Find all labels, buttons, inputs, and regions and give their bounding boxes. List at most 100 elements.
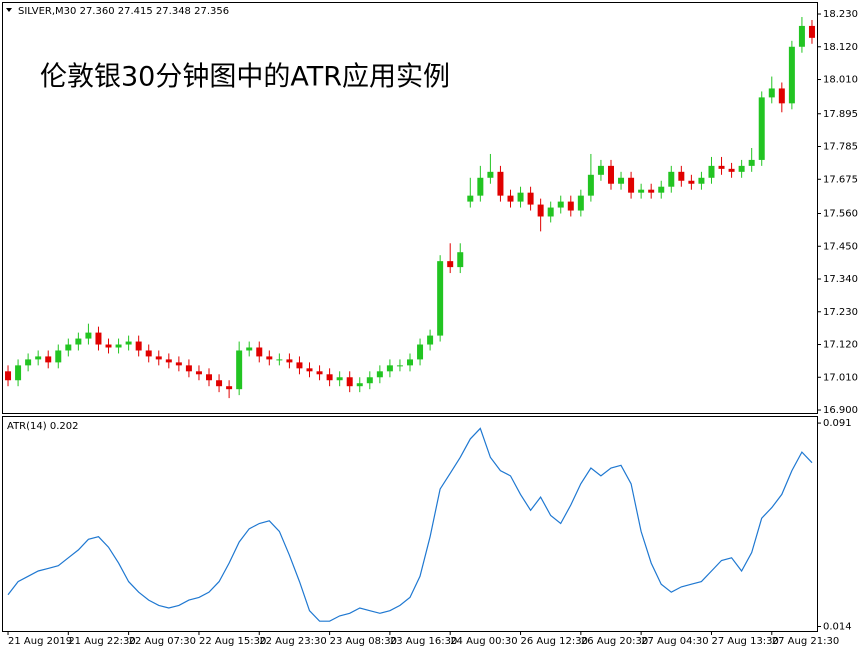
- candle-body: [698, 177, 705, 184]
- candle-body: [638, 189, 645, 193]
- x-tick-label: 22 Aug 23:30: [259, 636, 326, 647]
- candle-body: [346, 377, 353, 387]
- candle-body: [45, 356, 52, 363]
- candle-body: [577, 195, 584, 211]
- candle-body: [396, 365, 403, 367]
- x-tick-label: 27 Aug 04:30: [641, 636, 708, 647]
- y-tick-label: 17.895: [823, 109, 858, 120]
- candle-body: [246, 347, 253, 351]
- y-tick-label: 0.091: [823, 418, 852, 429]
- candle-body: [216, 380, 223, 387]
- candle-body: [145, 350, 152, 357]
- candle-body: [648, 189, 655, 193]
- candle-body: [618, 177, 625, 184]
- candle-body: [798, 25, 805, 47]
- candle-body: [728, 168, 735, 172]
- candle-body: [808, 25, 815, 38]
- y-tick-label: 17.340: [823, 274, 858, 285]
- atr-pane: [2, 416, 818, 632]
- chart-title: 伦敦银30分钟图中的ATR应用实例: [40, 62, 450, 93]
- y-tick-label: 17.785: [823, 142, 858, 153]
- y-tick-label: 17.010: [823, 372, 858, 383]
- candle-body: [597, 165, 604, 175]
- candle-body: [65, 344, 72, 351]
- price-pane: [2, 2, 818, 414]
- candle-body: [517, 192, 524, 202]
- x-tick-label: 22 Aug 15:30: [199, 636, 266, 647]
- candle-body: [457, 252, 464, 268]
- x-tick-label: 21 Aug 2019: [8, 636, 72, 647]
- candle-body: [336, 377, 343, 381]
- y-tick-label: 17.560: [823, 209, 858, 220]
- menu-arrow: [6, 8, 12, 12]
- x-tick-label: 27 Aug 21:30: [772, 636, 839, 647]
- candle-body: [85, 332, 92, 339]
- candle-body: [256, 347, 263, 357]
- candle-body: [316, 371, 323, 375]
- candle-body: [467, 195, 474, 202]
- candle-body: [306, 368, 313, 372]
- candle-body: [55, 350, 62, 363]
- y-tick-label: 18.230: [823, 9, 858, 20]
- candle-body: [778, 88, 785, 104]
- candle-body: [326, 374, 333, 381]
- y-tick-label: 17.230: [823, 307, 858, 318]
- candle-body: [105, 344, 112, 348]
- symbol-header: SILVER,M30 27.360 27.415 27.348 27.356: [18, 6, 229, 17]
- candle-body: [507, 195, 514, 202]
- candle-body: [477, 177, 484, 196]
- candle-body: [407, 359, 413, 366]
- candle-body: [175, 362, 182, 366]
- candle-body: [527, 192, 534, 205]
- candle-body: [688, 180, 695, 184]
- candle-body: [748, 159, 755, 166]
- candle-body: [487, 171, 494, 178]
- candle-body: [537, 204, 544, 217]
- candle-body: [768, 88, 775, 98]
- candle-body: [185, 365, 192, 372]
- candle-body: [276, 359, 283, 361]
- candle-body: [788, 46, 795, 104]
- candle-body: [417, 344, 424, 360]
- candle-body: [115, 344, 122, 348]
- x-tick-label: 23 Aug 16:30: [390, 636, 457, 647]
- candle-body: [95, 332, 102, 345]
- candle-body: [195, 371, 202, 375]
- candle-body: [75, 338, 82, 345]
- candle-body: [206, 374, 213, 381]
- candle-body: [226, 386, 233, 390]
- candle-body: [266, 356, 273, 360]
- candle-body: [135, 341, 142, 351]
- y-tick-label: 18.120: [823, 42, 858, 53]
- x-tick-label: 21 Aug 22:30: [68, 636, 135, 647]
- candle-body: [286, 359, 293, 363]
- candle-body: [236, 350, 243, 390]
- candle-body: [165, 359, 172, 363]
- candle-body: [15, 365, 22, 381]
- candle-body: [607, 165, 614, 184]
- candle-body: [35, 356, 42, 360]
- candle-body: [5, 371, 12, 381]
- candle-body: [447, 261, 454, 268]
- candle-body: [567, 201, 574, 211]
- candle-body: [386, 365, 393, 372]
- x-tick-label: 26 Aug 20:30: [581, 636, 648, 647]
- x-tick-label: 24 Aug 00:30: [450, 636, 517, 647]
- candle-body: [557, 201, 564, 208]
- y-tick-label: 0.014: [823, 622, 852, 633]
- candle-body: [738, 165, 745, 172]
- candle-body: [668, 171, 675, 187]
- candle-body: [376, 371, 383, 378]
- candle-body: [125, 341, 132, 345]
- candle-body: [25, 359, 32, 366]
- candle-body: [356, 383, 363, 387]
- y-tick-label: 17.675: [823, 174, 858, 185]
- candle-body: [437, 261, 444, 336]
- y-tick-label: 17.120: [823, 340, 858, 351]
- candle-body: [547, 207, 554, 217]
- candle-body: [658, 186, 665, 193]
- candle-body: [628, 177, 635, 193]
- y-tick-label: 17.450: [823, 241, 858, 252]
